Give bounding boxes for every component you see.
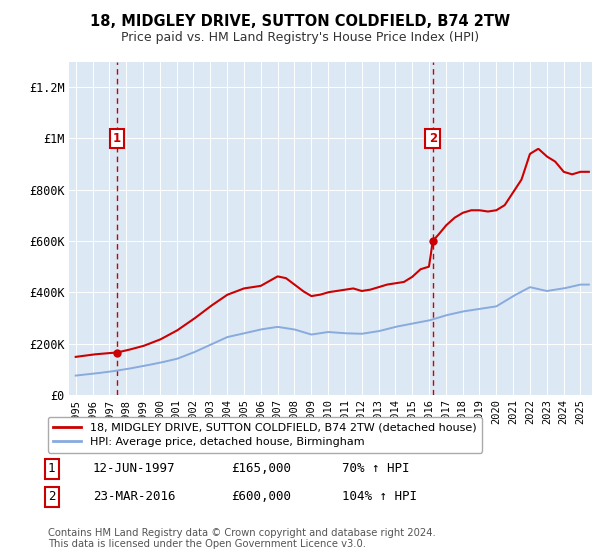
Text: 23-MAR-2016: 23-MAR-2016 (93, 490, 176, 503)
Text: 18, MIDGLEY DRIVE, SUTTON COLDFIELD, B74 2TW: 18, MIDGLEY DRIVE, SUTTON COLDFIELD, B74… (90, 14, 510, 29)
Text: 1: 1 (113, 132, 121, 145)
Legend: 18, MIDGLEY DRIVE, SUTTON COLDFIELD, B74 2TW (detached house), HPI: Average pric: 18, MIDGLEY DRIVE, SUTTON COLDFIELD, B74… (47, 417, 482, 452)
Text: 70% ↑ HPI: 70% ↑ HPI (342, 462, 409, 475)
Text: 12-JUN-1997: 12-JUN-1997 (93, 462, 176, 475)
Text: 2: 2 (48, 490, 56, 503)
Text: Price paid vs. HM Land Registry's House Price Index (HPI): Price paid vs. HM Land Registry's House … (121, 31, 479, 44)
Text: 2: 2 (428, 132, 437, 145)
Text: Contains HM Land Registry data © Crown copyright and database right 2024.
This d: Contains HM Land Registry data © Crown c… (48, 528, 436, 549)
Text: £165,000: £165,000 (231, 462, 291, 475)
Text: £600,000: £600,000 (231, 490, 291, 503)
Text: 104% ↑ HPI: 104% ↑ HPI (342, 490, 417, 503)
Text: 1: 1 (48, 462, 56, 475)
